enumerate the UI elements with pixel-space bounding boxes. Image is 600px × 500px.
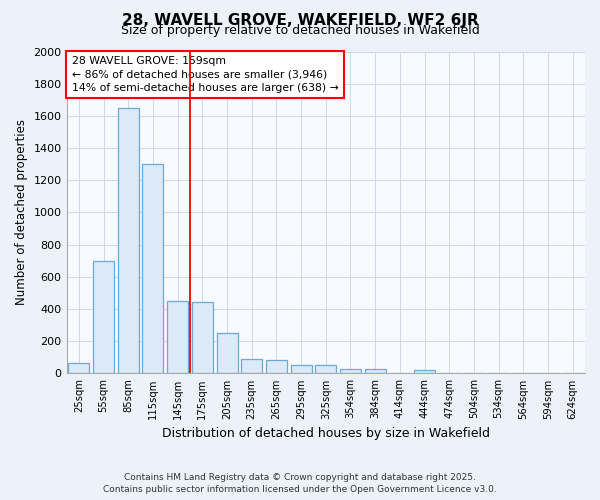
Text: 28, WAVELL GROVE, WAKEFIELD, WF2 6JR: 28, WAVELL GROVE, WAKEFIELD, WF2 6JR [122, 12, 478, 28]
Bar [315, 366, 336, 374]
Text: Size of property relative to detached houses in Wakefield: Size of property relative to detached ho… [121, 24, 479, 37]
Bar [340, 368, 361, 374]
Bar [167, 301, 188, 374]
Text: Contains HM Land Registry data © Crown copyright and database right 2025.
Contai: Contains HM Land Registry data © Crown c… [103, 472, 497, 494]
Y-axis label: Number of detached properties: Number of detached properties [15, 120, 28, 306]
Bar [241, 359, 262, 374]
X-axis label: Distribution of detached houses by size in Wakefield: Distribution of detached houses by size … [162, 427, 490, 440]
Text: 28 WAVELL GROVE: 159sqm
← 86% of detached houses are smaller (3,946)
14% of semi: 28 WAVELL GROVE: 159sqm ← 86% of detache… [72, 56, 338, 92]
Bar [68, 363, 89, 374]
Bar [414, 370, 435, 374]
Bar [142, 164, 163, 374]
Bar [192, 302, 213, 374]
Bar [217, 333, 238, 374]
Bar [266, 360, 287, 374]
Bar [290, 366, 311, 374]
Bar [93, 261, 114, 374]
Bar [118, 108, 139, 374]
Bar [365, 370, 386, 374]
